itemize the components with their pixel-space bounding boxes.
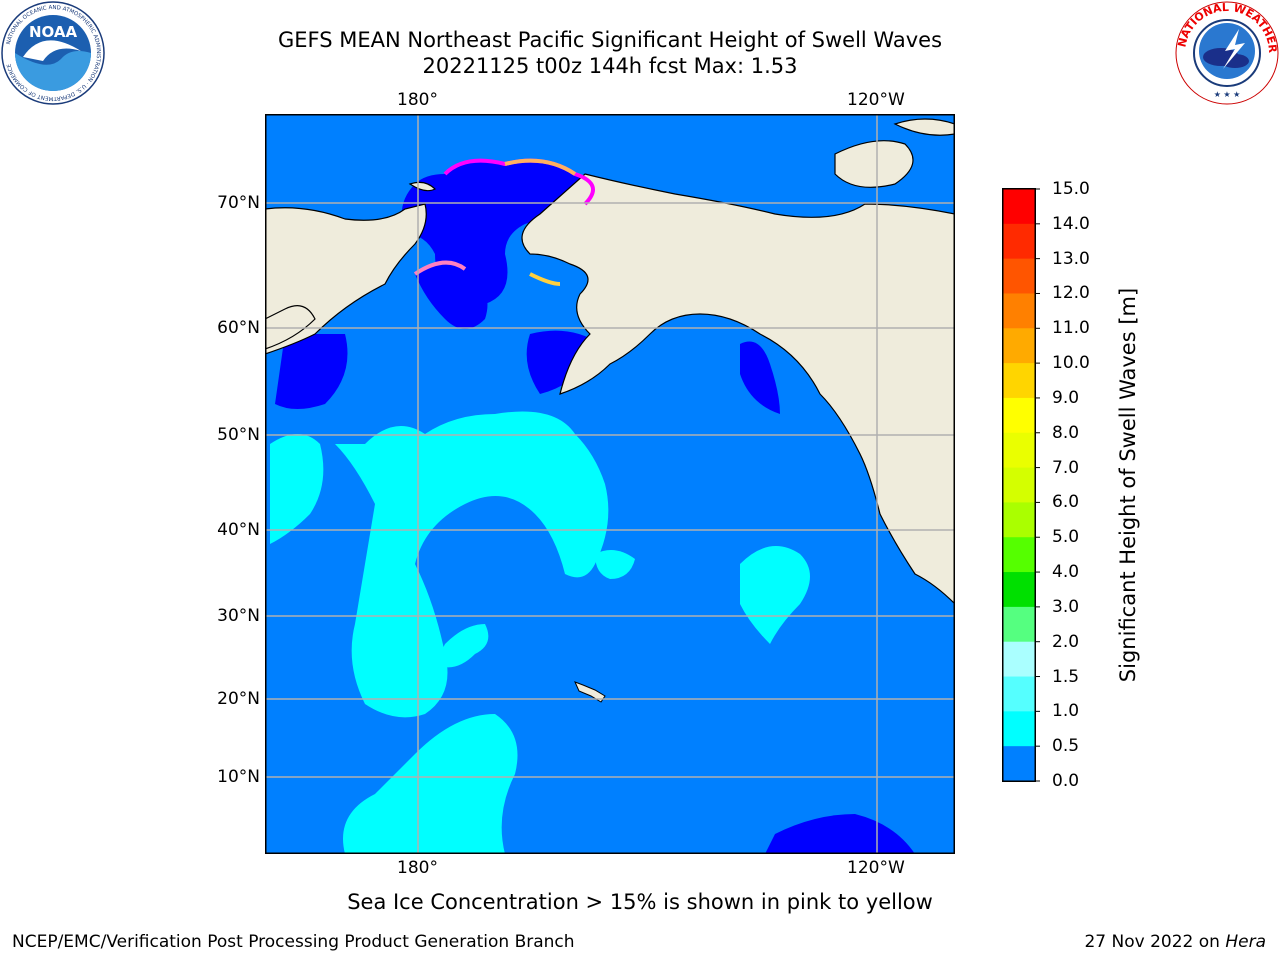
- colorbar-label: Significant Height of Swell Waves [m]: [1116, 287, 1140, 683]
- sea-ice: [413, 158, 595, 286]
- colorbar-tick-label: 14.0: [1052, 213, 1090, 234]
- colorbar-tick-label: 5.0: [1052, 527, 1080, 548]
- colorbar-tick-label: 0.0: [1052, 771, 1080, 791]
- lat-label-20n: 20°N: [217, 689, 260, 709]
- noaa-logo-icon: NOAA NATIONAL OCEANIC AND ATMOSPHERIC AD…: [1, 1, 105, 105]
- map-frame: [265, 114, 955, 854]
- colorbar-swatch: [1003, 258, 1035, 294]
- colorbar-swatch: [1003, 746, 1035, 782]
- colorbar-frame: [1002, 188, 1036, 782]
- colorbar-swatch: [1003, 293, 1035, 329]
- colorbar-tick-label: 7.0: [1052, 457, 1080, 478]
- colorbar-swatch: [1003, 223, 1035, 260]
- colorbar-swatch: [1003, 363, 1035, 399]
- chart-title: GEFS MEAN Northeast Pacific Significant …: [277, 28, 943, 52]
- lat-label-40n: 40°N: [217, 520, 260, 540]
- lon-label-top-120w: 120°W: [847, 90, 905, 110]
- colorbar-tick-label: 3.0: [1052, 596, 1080, 617]
- colorbar-swatch: [1003, 467, 1035, 503]
- colorbar-tick-label: 2.0: [1052, 631, 1080, 652]
- colorbar-swatch: [1003, 397, 1035, 434]
- colorbar-swatch: [1003, 502, 1035, 538]
- swell-0-0.5-region: [275, 160, 915, 854]
- chart-subtitle: 20221125 t00z 144h fcst Max: 1.53: [422, 54, 798, 78]
- sea-ice-note: Sea Ice Concentration > 15% is shown in …: [347, 890, 933, 914]
- nws-logo-icon: NATIONAL WEATHER SERVICE ★ ★ ★: [1175, 1, 1279, 105]
- colorbar-tick-label: 13.0: [1052, 248, 1090, 269]
- colorbar-tick-label: 8.0: [1052, 422, 1080, 443]
- colorbar-swatch: [1003, 572, 1035, 608]
- svg-text:★ ★ ★: ★ ★ ★: [1214, 90, 1241, 99]
- swell-height-map: [265, 114, 955, 854]
- colorbar-tick-label: 9.0: [1052, 387, 1080, 408]
- swell-1-1.5-region: [270, 411, 810, 854]
- footer-machine: Hera: [1225, 932, 1266, 952]
- lon-label-bottom-120w: 120°W: [847, 858, 905, 878]
- gridlines: [265, 114, 955, 854]
- lon-label-top-180: 180°: [397, 90, 438, 110]
- footer-branch: NCEP/EMC/Verification Post Processing Pr…: [12, 932, 575, 952]
- colorbar-swatch: [1003, 328, 1035, 364]
- colorbar-tick-label: 12.0: [1052, 283, 1090, 304]
- lat-label-10n: 10°N: [217, 767, 260, 787]
- colorbar-tick-label: 0.5: [1052, 736, 1080, 757]
- lat-label-50n: 50°N: [217, 425, 260, 445]
- svg-text:NOAA: NOAA: [29, 23, 78, 41]
- colorbar-swatch: [1003, 432, 1035, 469]
- colorbar-tick-label: 11.0: [1052, 318, 1090, 339]
- footer-date: 27 Nov 2022 on Hera: [1084, 932, 1266, 952]
- colorbar-swatch: [1003, 711, 1035, 747]
- colorbar-swatch: [1003, 189, 1035, 225]
- lat-label-30n: 30°N: [217, 606, 260, 626]
- land: [265, 118, 955, 605]
- colorbar-tick-label: 4.0: [1052, 562, 1080, 583]
- lat-label-70n: 70°N: [217, 193, 260, 213]
- lon-label-bottom-180: 180°: [397, 858, 438, 878]
- colorbar-tick-label: 1.5: [1052, 666, 1080, 687]
- colorbar-swatch: [1003, 606, 1035, 643]
- lat-label-60n: 60°N: [217, 318, 260, 338]
- colorbar-swatch: [1003, 676, 1035, 712]
- colorbar-swatch: [1003, 641, 1035, 678]
- colorbar-tick-label: 15.0: [1052, 179, 1090, 199]
- colorbar-swatch: [1003, 537, 1035, 573]
- colorbar-tick-label: 6.0: [1052, 492, 1080, 513]
- colorbar-tick-label: 1.0: [1052, 701, 1080, 722]
- colorbar-tick-label: 10.0: [1052, 353, 1090, 374]
- colorbar: [1002, 188, 1040, 782]
